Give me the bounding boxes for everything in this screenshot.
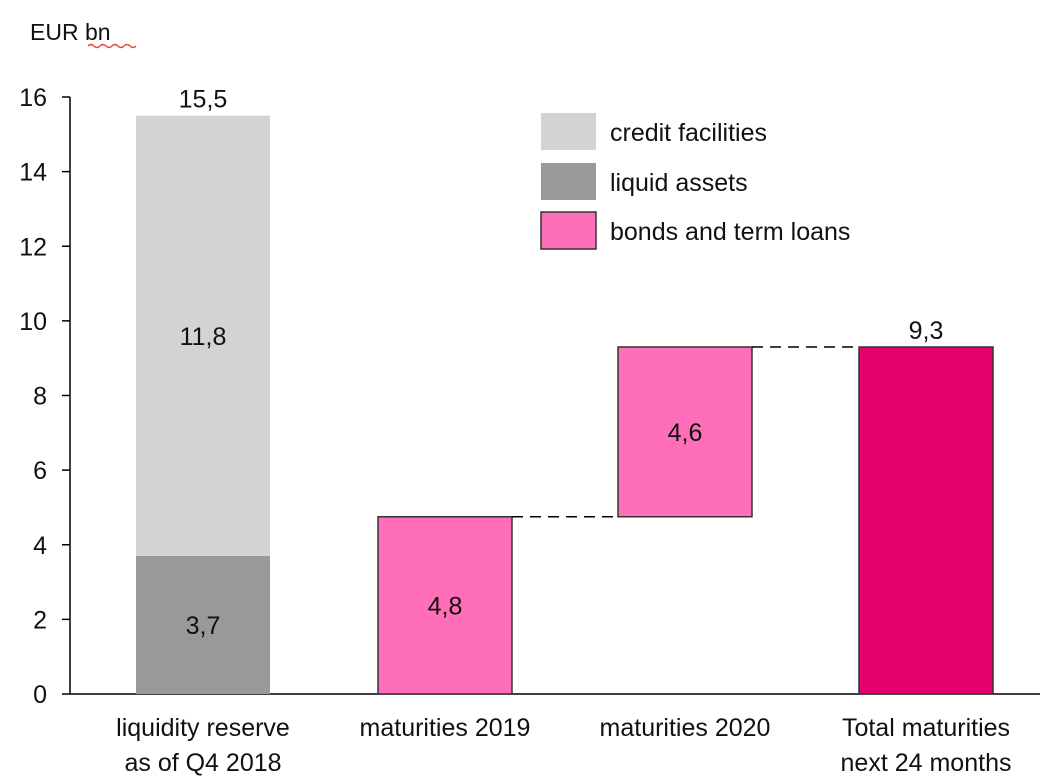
category-label: next 24 months (841, 749, 1012, 777)
y-tick-label: 10 (19, 308, 47, 336)
y-tick-label: 16 (19, 84, 47, 112)
total-label: 15,5 (179, 86, 228, 114)
total-label: 9,3 (909, 317, 944, 345)
legend-label: bonds and term loans (610, 218, 850, 246)
bar-bonds-and-term-loans (617, 346, 753, 518)
category-label: maturities 2019 (360, 714, 531, 742)
y-tick-label: 14 (19, 159, 47, 187)
y-tick-label: 12 (19, 233, 47, 261)
data-label: 4,6 (668, 419, 703, 447)
data-label: 11,8 (180, 323, 227, 351)
bar-credit-facilities (136, 115, 270, 556)
category-label: as of Q4 2018 (124, 749, 281, 777)
y-tick-label: 6 (33, 457, 47, 485)
y-tick-label: 0 (33, 681, 47, 709)
bar-bonds-and-term-loans (377, 516, 513, 695)
category-label: maturities 2020 (600, 714, 771, 742)
legend-swatch-credit-facilities (541, 113, 596, 150)
bar-liquid-assets (136, 555, 270, 694)
category-label: Total maturities (842, 714, 1010, 742)
legend-swatch-bonds-and-term-loans (540, 211, 597, 250)
data-label: 4,8 (428, 592, 463, 620)
legend-label: credit facilities (610, 119, 767, 147)
unit-label-spellcheck-underline (87, 43, 137, 49)
bar-total (858, 346, 994, 695)
legend-swatch-liquid-assets (541, 163, 596, 200)
y-tick-label: 4 (33, 532, 47, 560)
data-label: 3,7 (186, 612, 221, 640)
legend-label: liquid assets (610, 169, 748, 197)
y-tick-label: 2 (33, 606, 47, 634)
y-tick-label: 8 (33, 383, 47, 411)
category-label: liquidity reserve (116, 714, 290, 742)
unit-label: EUR bn (30, 19, 111, 45)
